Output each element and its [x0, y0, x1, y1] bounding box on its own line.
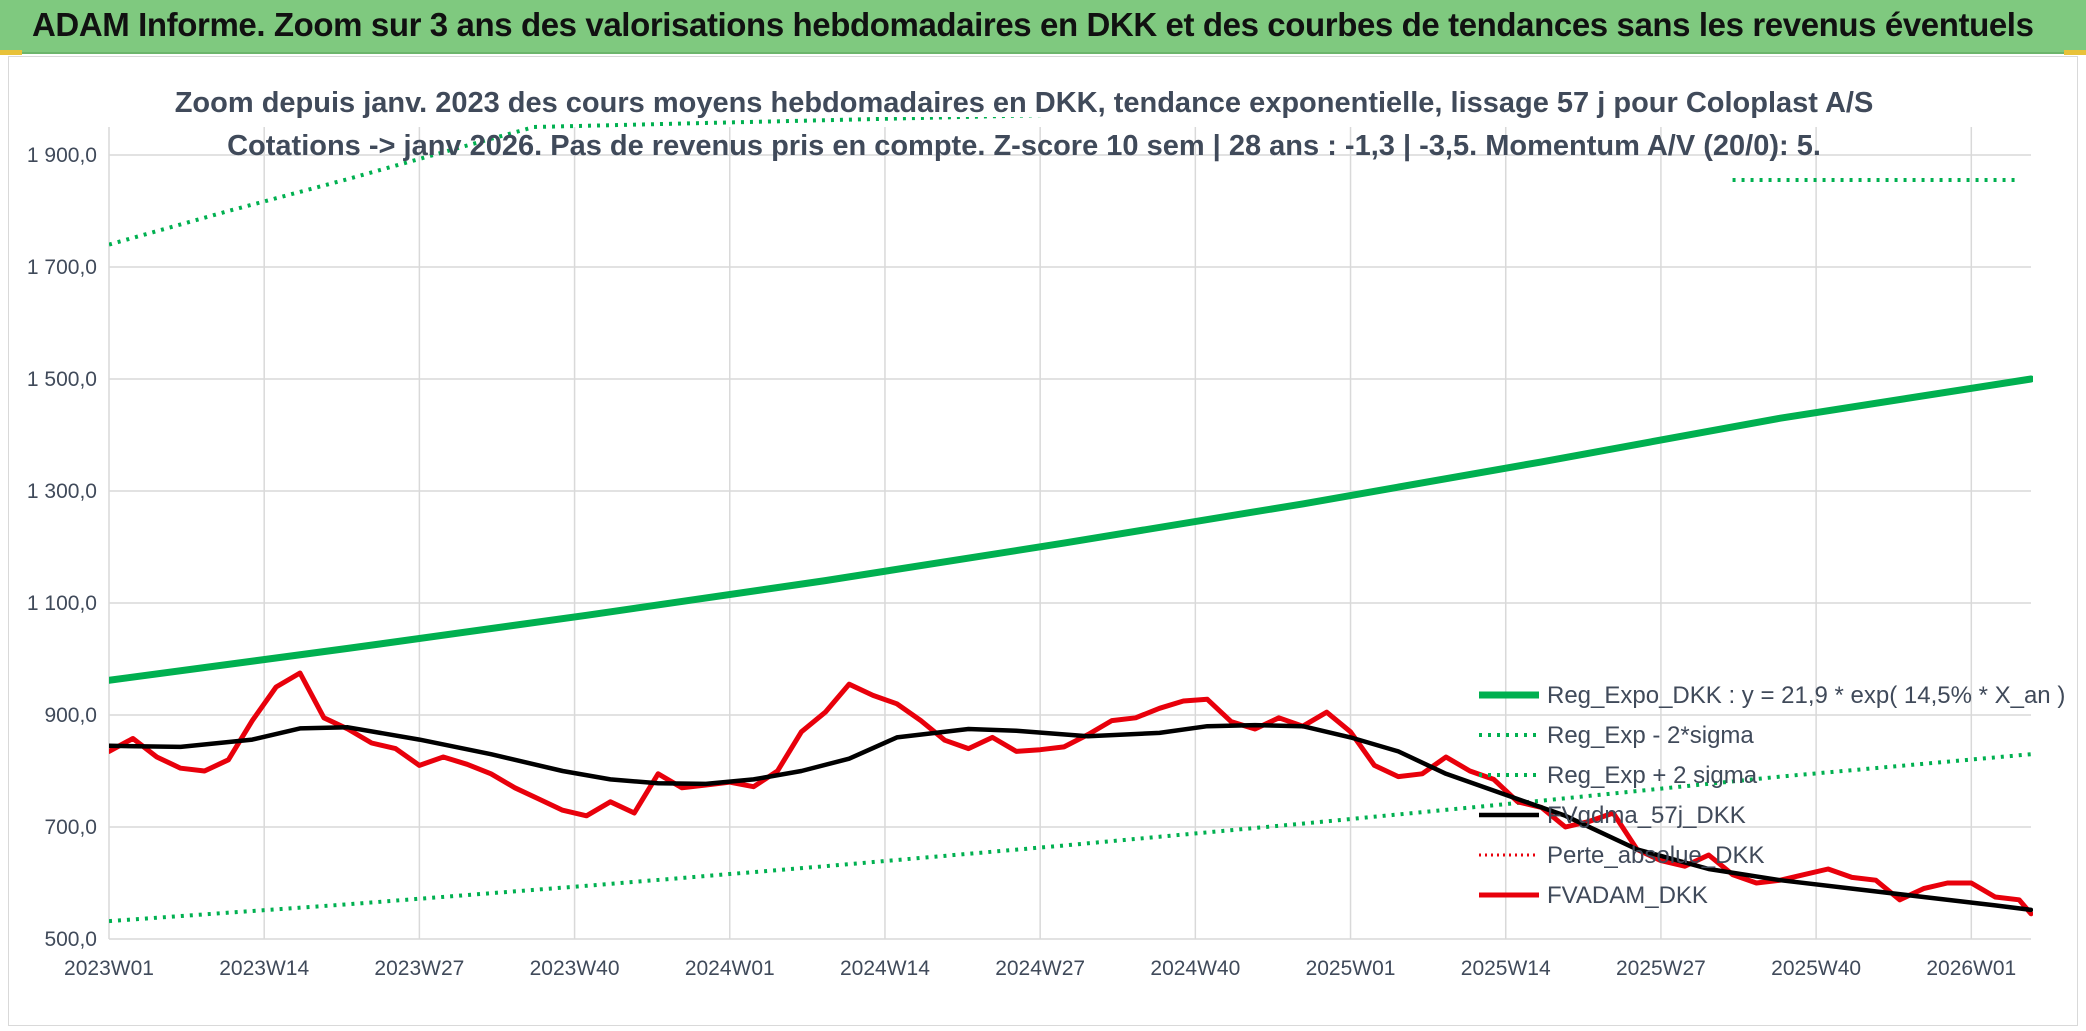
legend-label-3: FVgdma_57j_DKK	[1547, 802, 1746, 829]
x-tick-label: 2023W01	[64, 957, 154, 980]
x-tick-label: 2025W27	[1616, 957, 1706, 980]
corner-accent-right	[2064, 50, 2086, 55]
legend-label-5: FVADAM_DKK	[1547, 882, 1708, 909]
x-tick-label: 2024W01	[685, 957, 775, 980]
series-line-5	[109, 670, 2033, 917]
legend-label-2: Reg_Exp + 2 sigma	[1547, 762, 1758, 789]
axis-layer: 500,0 700,0 900,0 1 100,0 1 300,0 1 500,0 1 70…	[27, 144, 2016, 980]
x-tick-label: 2024W14	[840, 957, 930, 980]
x-tick-label: 2025W40	[1771, 957, 1861, 980]
y-tick-label: 500,0	[44, 928, 97, 951]
series-layer	[109, 117, 2033, 924]
legend-label-0: Reg_Expo_DKK : y = 21,9 * exp( 14,5% * X…	[1547, 682, 2065, 709]
y-tick-label: 900,0	[44, 704, 97, 727]
chart-subtitle-line-1: Zoom depuis janv. 2023 des cours moyens …	[175, 87, 1874, 119]
x-tick-label: 2026W01	[1926, 957, 2016, 980]
x-tick-label: 2023W14	[219, 957, 309, 980]
corner-accent-left	[0, 50, 22, 55]
series-line-3	[109, 722, 2033, 913]
x-tick-label: 2024W40	[1150, 957, 1240, 980]
series-line-0	[109, 375, 2033, 684]
legend: Reg_Expo_DKK : y = 21,9 * exp( 14,5% * X…	[1479, 682, 2065, 909]
y-tick-label: 700,0	[44, 816, 97, 839]
report-header: ADAM Informe. Zoom sur 3 ans des valoris…	[0, 0, 2086, 54]
grid-layer	[108, 127, 2031, 940]
y-tick-label: 1 700,0	[27, 256, 97, 279]
x-tick-label: 2023W27	[374, 957, 464, 980]
legend-label-1: Reg_Exp - 2*sigma	[1547, 722, 1754, 749]
x-tick-label: 2024W27	[995, 957, 1085, 980]
y-tick-label: 1 300,0	[27, 480, 97, 503]
chart-subtitle-line-2: Cotations -> janv 2026. Pas de revenus p…	[227, 130, 1821, 162]
y-tick-label: 1 500,0	[27, 368, 97, 391]
report-title: ADAM Informe. Zoom sur 3 ans des valoris…	[32, 6, 2034, 43]
y-tick-label: 1 100,0	[27, 592, 97, 615]
series-line-2	[109, 117, 1048, 247]
chart-svg: 500,0 700,0 900,0 1 100,0 1 300,0 1 500,0 1 70…	[27, 87, 2065, 980]
legend-label-4: Perte_absolue_DKK	[1547, 842, 1764, 869]
chart-frame: 500,0 700,0 900,0 1 100,0 1 300,0 1 500,0 1 70…	[8, 56, 2078, 1026]
x-tick-label: 2025W14	[1461, 957, 1551, 980]
x-tick-label: 2023W40	[530, 957, 620, 980]
x-tick-label: 2025W01	[1306, 957, 1396, 980]
y-tick-label: 1 900,0	[27, 144, 97, 167]
subtitle-layer: Zoom depuis janv. 2023 des cours moyens …	[175, 87, 1874, 162]
